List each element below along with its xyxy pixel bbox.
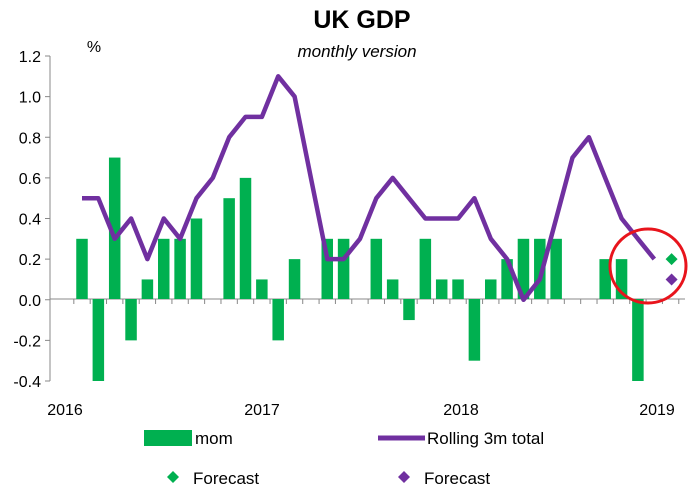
legend-swatch-mom: [144, 430, 192, 446]
bar-mom: [256, 279, 268, 299]
legend-label-rolling-3m-total: Rolling 3m total: [427, 429, 544, 448]
bar-mom: [158, 238, 170, 299]
chart-subtitle: monthly version: [297, 42, 416, 61]
bar-mom: [190, 218, 203, 299]
chart-title: UK GDP: [313, 6, 410, 34]
bar-mom: [550, 238, 562, 299]
bar-mom: [435, 279, 448, 299]
bar-mom: [534, 238, 546, 299]
legend-label-forecast-mom: Forecast: [193, 469, 259, 488]
legend-swatch-forecast-mom: [167, 471, 179, 483]
bar-mom: [403, 299, 415, 321]
forecast-marker: [665, 273, 678, 286]
bar-mom: [321, 238, 333, 299]
bar-mom: [92, 299, 105, 381]
bar-mom: [615, 259, 628, 299]
x-tick-label: 2016: [47, 402, 83, 419]
y-tick-label: 0.2: [19, 252, 41, 269]
y-tick-label: 1.0: [19, 90, 41, 107]
bar-mom: [370, 238, 383, 299]
bar-mom: [517, 238, 530, 299]
x-tick-label: 2017: [244, 402, 280, 419]
bar-mom: [239, 177, 252, 299]
bar-mom: [141, 279, 154, 299]
bar-mom: [272, 299, 284, 341]
y-tick-label: -0.2: [13, 333, 41, 350]
y-tick-label: -0.4: [13, 374, 41, 391]
y-tick-label: 0.0: [19, 293, 41, 310]
x-tick-label: 2018: [443, 402, 479, 419]
bar-mom: [632, 299, 644, 381]
legend-swatch-forecast-rolling: [398, 471, 410, 483]
bar-mom: [76, 238, 88, 299]
forecast-highlight-circle: [608, 227, 688, 305]
legend-label-mom: mom: [195, 429, 233, 448]
y-tick-label: 0.8: [19, 130, 41, 147]
x-tick-label: 2019: [639, 402, 675, 419]
bar-mom: [468, 299, 481, 361]
legend: mom Rolling 3m total Forecast Forecast: [144, 429, 544, 488]
bar-mom: [599, 259, 611, 299]
y-axis-unit-label: %: [87, 39, 101, 56]
y-tick-label: 1.2: [19, 49, 41, 66]
bar-mom: [337, 238, 350, 299]
y-tick-label: 0.4: [19, 212, 41, 229]
bar-mom: [452, 279, 464, 299]
legend-label-forecast-rolling: Forecast: [424, 469, 490, 488]
bar-mom: [108, 157, 121, 299]
bar-mom: [419, 238, 432, 299]
bar-mom: [223, 198, 235, 299]
bar-mom: [288, 259, 301, 299]
y-tick-label: 0.6: [19, 171, 41, 188]
line-rolling-3m-total: [82, 74, 657, 303]
plot-area: 1.2 1.0 0.8 0.6 0.4 0.2 0.0 -0.2 -0.4 2016 2017 201…: [13, 49, 688, 419]
bar-mom: [174, 238, 186, 299]
forecast-marker: [665, 253, 678, 266]
bar-mom: [125, 299, 137, 341]
bar-mom: [501, 259, 513, 299]
bar-mom: [485, 279, 497, 299]
bar-mom: [386, 279, 399, 299]
